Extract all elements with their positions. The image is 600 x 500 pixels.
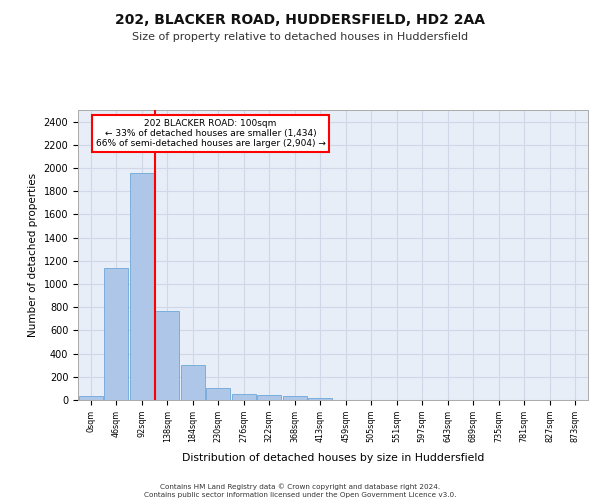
Bar xyxy=(206,388,230,400)
Bar xyxy=(257,396,281,400)
Bar xyxy=(308,398,332,400)
X-axis label: Distribution of detached houses by size in Huddersfield: Distribution of detached houses by size … xyxy=(182,454,484,464)
Text: 202, BLACKER ROAD, HUDDERSFIELD, HD2 2AA: 202, BLACKER ROAD, HUDDERSFIELD, HD2 2AA xyxy=(115,12,485,26)
Bar xyxy=(130,172,154,400)
Text: Size of property relative to detached houses in Huddersfield: Size of property relative to detached ho… xyxy=(132,32,468,42)
Bar xyxy=(232,394,256,400)
Bar xyxy=(283,396,307,400)
Bar xyxy=(155,310,179,400)
Bar xyxy=(181,365,205,400)
Bar xyxy=(79,396,103,400)
Text: 202 BLACKER ROAD: 100sqm
← 33% of detached houses are smaller (1,434)
66% of sem: 202 BLACKER ROAD: 100sqm ← 33% of detach… xyxy=(95,118,326,148)
Text: Contains HM Land Registry data © Crown copyright and database right 2024.
Contai: Contains HM Land Registry data © Crown c… xyxy=(144,484,456,498)
Y-axis label: Number of detached properties: Number of detached properties xyxy=(28,173,38,337)
Bar xyxy=(104,268,128,400)
